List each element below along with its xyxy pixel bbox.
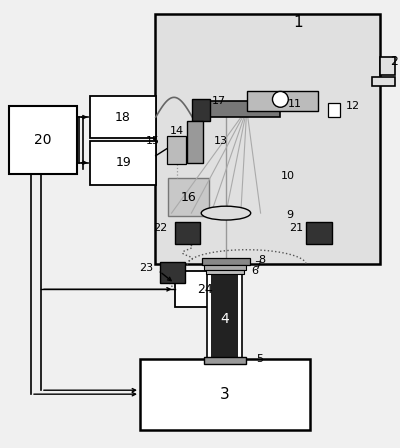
Text: 1: 1 xyxy=(293,15,303,30)
Text: 5: 5 xyxy=(257,353,264,363)
Bar xyxy=(306,222,332,244)
Bar xyxy=(204,357,246,365)
Text: 23: 23 xyxy=(139,263,153,272)
Bar xyxy=(247,91,318,111)
Text: 17: 17 xyxy=(212,96,226,106)
Bar xyxy=(204,265,246,270)
Bar xyxy=(380,57,395,75)
Circle shape xyxy=(272,91,288,107)
Text: 2: 2 xyxy=(390,55,398,68)
Bar xyxy=(328,103,340,117)
Text: 15: 15 xyxy=(146,136,160,146)
Text: 3: 3 xyxy=(220,387,230,402)
Bar xyxy=(211,265,238,363)
Bar xyxy=(155,14,380,263)
Bar xyxy=(209,101,280,117)
Text: 22: 22 xyxy=(153,223,168,233)
Text: 11: 11 xyxy=(288,99,302,109)
Text: 16: 16 xyxy=(180,191,196,204)
Text: 10: 10 xyxy=(280,171,294,181)
Ellipse shape xyxy=(201,206,251,220)
Bar xyxy=(187,121,203,163)
Bar xyxy=(167,136,186,164)
Text: 7: 7 xyxy=(254,261,261,271)
Bar xyxy=(160,262,186,284)
Text: 9: 9 xyxy=(286,210,294,220)
Text: 14: 14 xyxy=(170,126,184,136)
Bar xyxy=(90,96,156,138)
Text: 24: 24 xyxy=(197,283,213,296)
Text: 6: 6 xyxy=(252,267,259,276)
Bar xyxy=(90,141,156,185)
Text: 18: 18 xyxy=(115,111,131,124)
Bar xyxy=(372,77,395,86)
Bar xyxy=(192,99,210,121)
Bar xyxy=(174,222,200,244)
Text: 20: 20 xyxy=(34,133,52,147)
Text: 13: 13 xyxy=(214,136,228,146)
Text: 4: 4 xyxy=(221,312,229,326)
Bar xyxy=(140,358,310,430)
Bar xyxy=(232,265,242,363)
Bar xyxy=(206,270,244,275)
Bar xyxy=(207,265,217,363)
Bar xyxy=(202,258,250,265)
Bar xyxy=(9,106,76,173)
Text: 8: 8 xyxy=(259,254,266,265)
Text: 12: 12 xyxy=(346,101,360,111)
Text: 21: 21 xyxy=(289,223,303,233)
Bar xyxy=(174,271,236,307)
Text: 19: 19 xyxy=(115,156,131,169)
Bar xyxy=(168,178,209,216)
